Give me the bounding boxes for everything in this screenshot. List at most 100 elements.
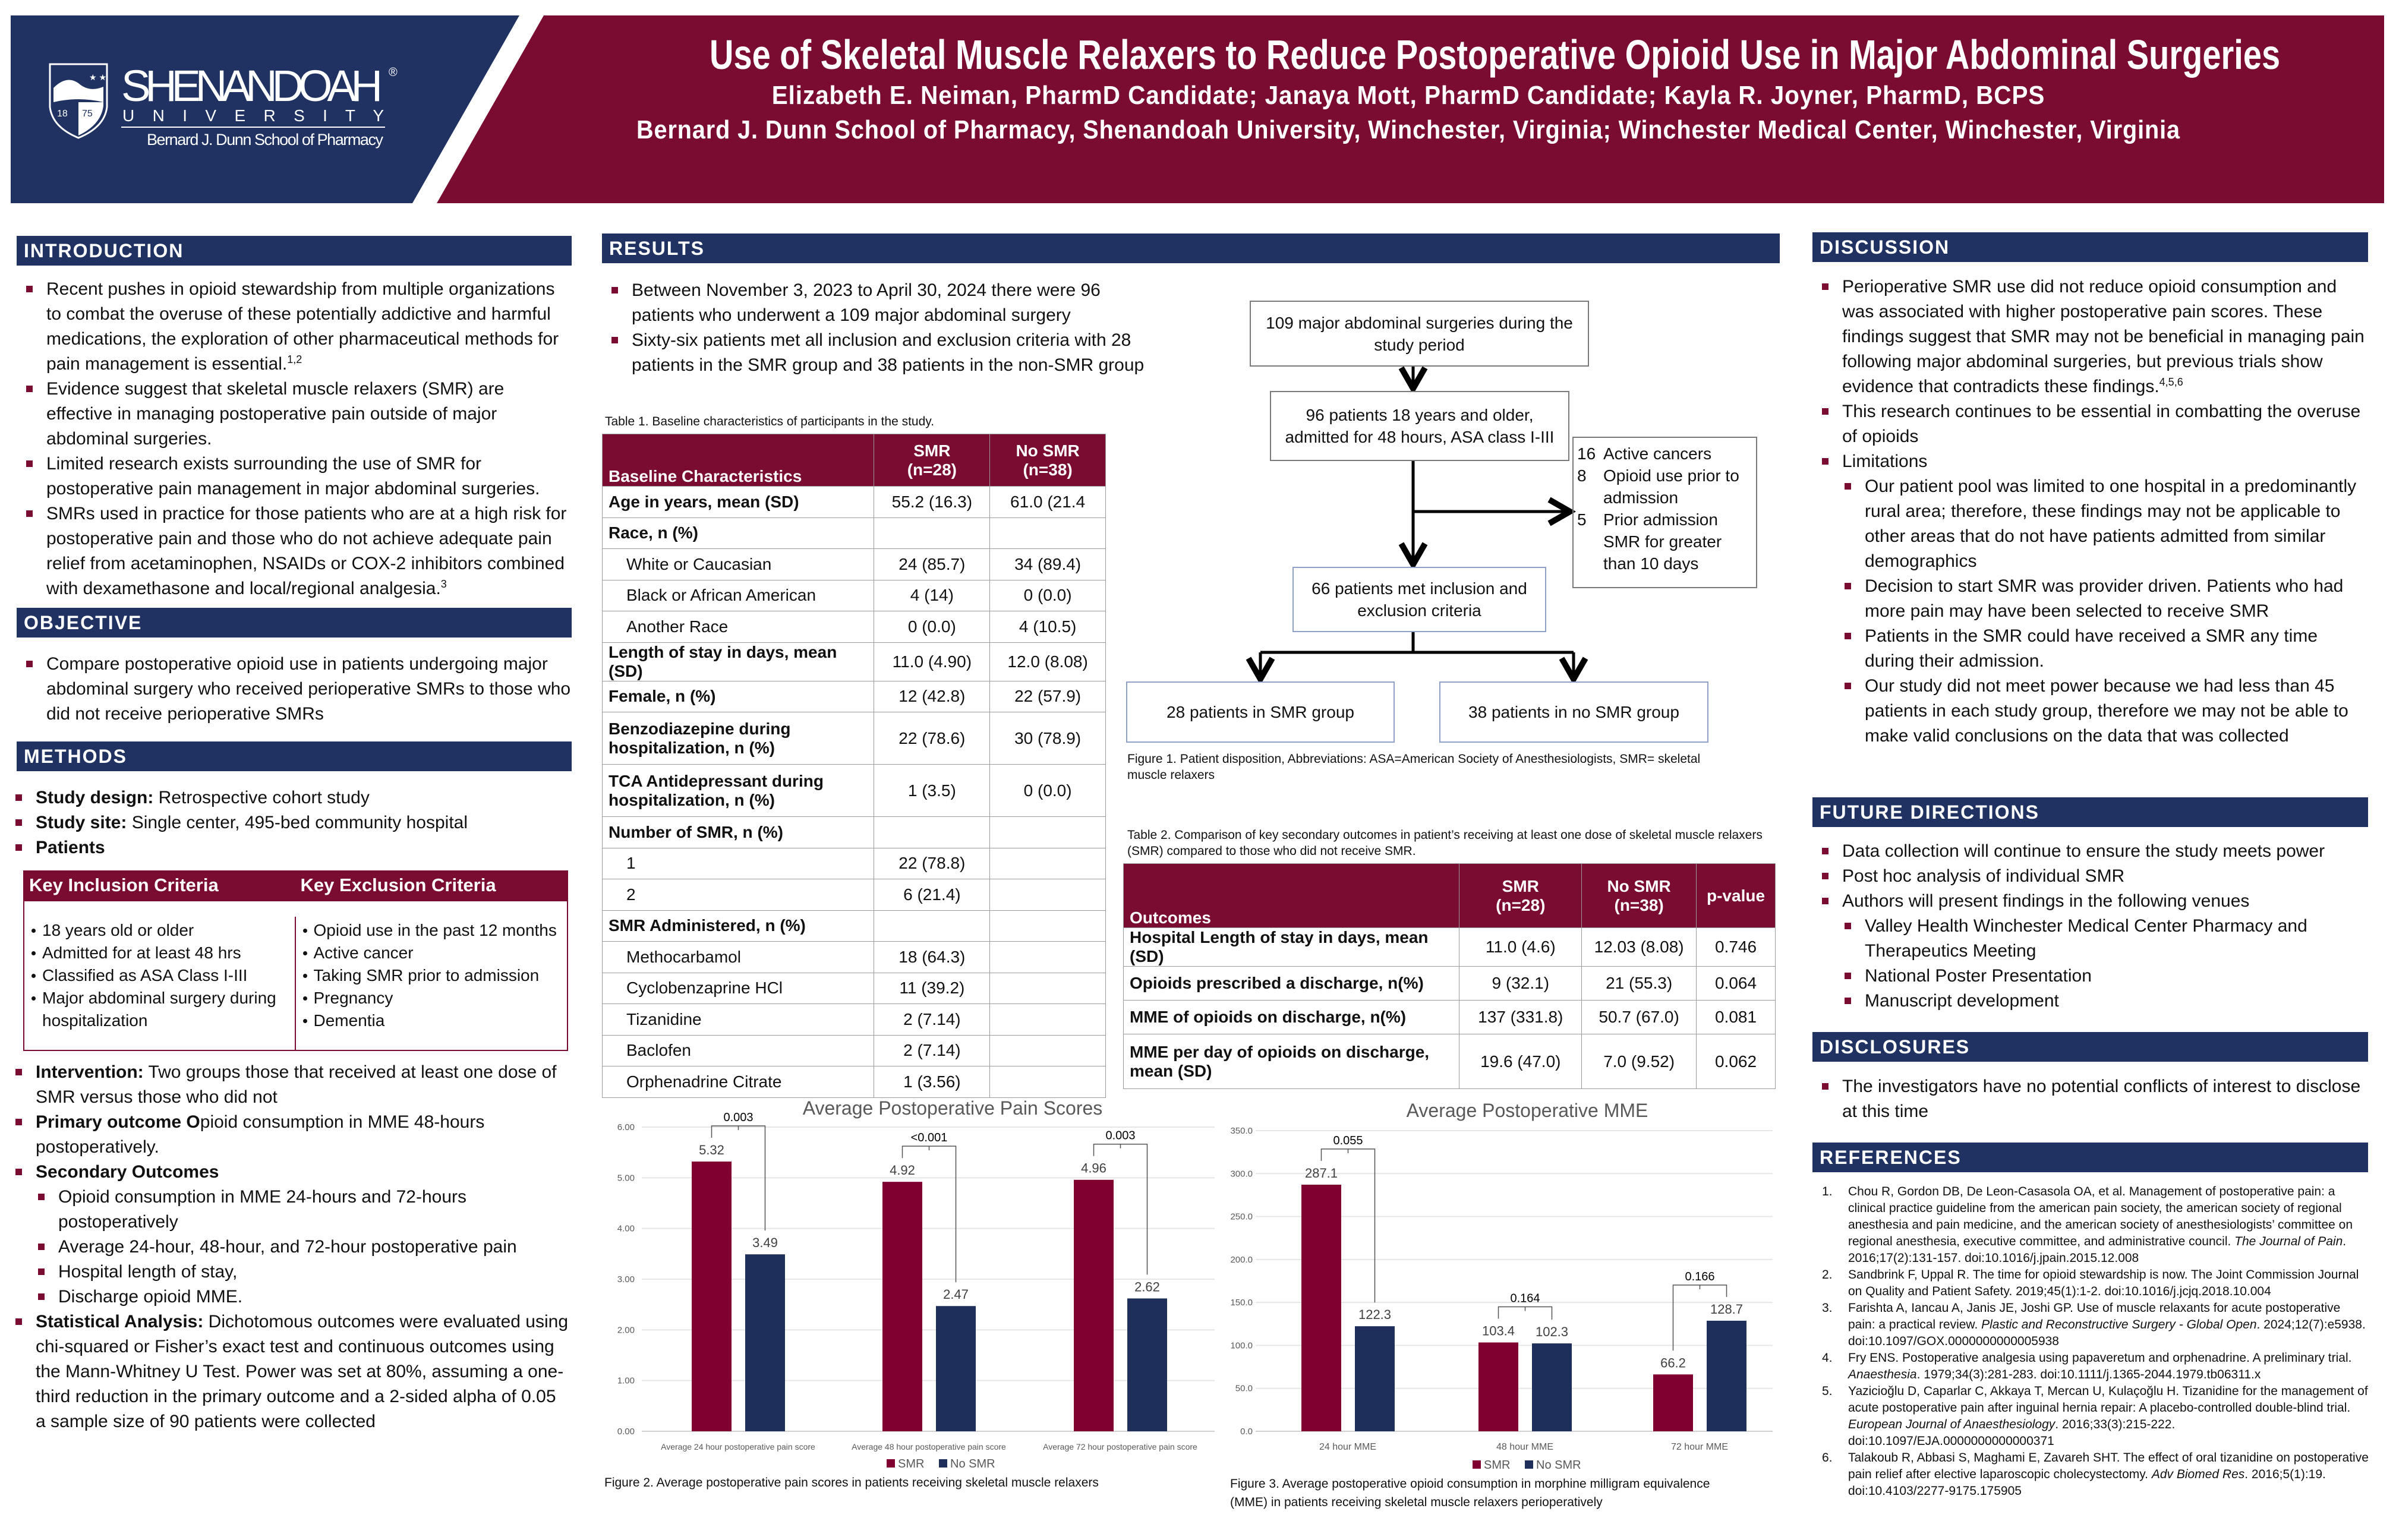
x-tick-label: Average 72 hour postoperative pain score — [1043, 1442, 1197, 1451]
bullet-square-icon — [1845, 998, 1851, 1004]
reference-item: 3. Farishta A, Iancau A, Janis JE, Joshi … — [1817, 1300, 2370, 1350]
criteria-table: Key Inclusion Criteria Key Exclusion Cri… — [23, 870, 568, 1051]
data-label: 102.3 — [1536, 1324, 1568, 1339]
bullet-text: Hospital length of stay, — [58, 1262, 238, 1282]
y-tick-label: 4.00 — [617, 1224, 635, 1234]
table-cell: 0 (0.0) — [989, 764, 1106, 817]
legend-label: SMR — [1484, 1459, 1510, 1472]
table-row: Cyclobenzaprine HCl 11 (39.2) — [601, 972, 1106, 1004]
bullet-square-icon — [15, 819, 22, 826]
table-cell: MME of opioids on discharge, n(%) — [1123, 1000, 1460, 1034]
table-row: MME of opioids on discharge, n(%) 137 (33… — [1123, 1000, 1776, 1034]
bullet-item: SMRs used in practice for those patients… — [17, 501, 572, 601]
citation-superscript: 1,2 — [287, 354, 302, 365]
y-tick-label: 50.0 — [1235, 1384, 1253, 1394]
bullet-item: Limited research exists surrounding the … — [17, 452, 572, 501]
reference-item: 5. Yazicioğlu D, Caparlar C, Akkaya T, Me… — [1817, 1383, 2370, 1450]
reference-citation: Sandbrink F, Uppal R. The time for opioi… — [1848, 1268, 2359, 1298]
reference-details: . 2016;33(3):215-222. doi:10.1097/EJA.00… — [1848, 1418, 2176, 1448]
shield-icon: ★ ★ 18 75 — [49, 63, 108, 139]
reference-details: . 2024;12(7):e5938. doi:10.1097/GOX.0000… — [1848, 1318, 2366, 1348]
y-tick-label: 350.0 — [1230, 1126, 1253, 1136]
bullet-square-icon — [611, 287, 618, 294]
table-cell — [989, 972, 1106, 1004]
table-cell — [989, 941, 1106, 973]
table-cell: Cyclobenzaprine HCl — [601, 972, 875, 1004]
reference-citation: Fry ENS. Postoperative analgesia using p… — [1848, 1351, 2352, 1365]
table-row: Tizanidine 2 (7.14) — [601, 1003, 1106, 1036]
column-header: No SMR (n=38) — [989, 434, 1106, 487]
citation-superscript: 3 — [440, 578, 447, 590]
table-cell: 12.0 (8.08) — [989, 642, 1106, 681]
bullet-text: Limitations — [1842, 452, 1928, 471]
table-cell: Length of stay in days, mean (SD) — [601, 642, 875, 681]
table-cell: 6 (21.4) — [874, 879, 991, 911]
table-cell — [874, 910, 991, 942]
bullet-square-icon — [15, 1119, 22, 1125]
y-tick-label: 0.0 — [1240, 1427, 1253, 1437]
p-value-label: 0.164 — [1510, 1292, 1540, 1305]
data-label: 287.1 — [1305, 1166, 1338, 1181]
bullet-item: Post hoc analysis of individual SMR — [1812, 864, 2365, 889]
bullet-square-icon — [15, 1169, 22, 1175]
table-cell — [989, 1003, 1106, 1036]
reference-number: 4. — [1822, 1351, 1833, 1365]
bullet-item: Hospital length of stay, — [6, 1260, 570, 1285]
reference-item: 4. Fry ENS. Postoperative analgesia using… — [1817, 1350, 2370, 1383]
table-cell: Baclofen — [601, 1034, 875, 1066]
reference-text: Yazicioğlu D, Caparlar C, Akkaya T, Merc… — [1848, 1383, 2370, 1450]
bullet-text: Single center, 495-bed community hospita… — [127, 813, 468, 832]
reference-item: 6. Talakoub R, Abbasi S, Maghami E, Zavar… — [1817, 1450, 2370, 1500]
table-cell: 9 (32.1) — [1459, 966, 1582, 1001]
figure-caption: Figure 3. Average postoperative opioid c… — [1230, 1477, 1710, 1491]
criteria-item: Opioid use in the past 12 months — [301, 919, 563, 942]
y-tick-label: 300.0 — [1230, 1169, 1253, 1179]
poster-authors: Elizabeth E. Neiman, PharmD Candidate; J… — [771, 81, 2045, 110]
reference-details: . 2016;5(1):19. doi:10.4103/2277-9175.17… — [1848, 1468, 2326, 1498]
bar-smr — [1301, 1184, 1341, 1431]
svg-text:75: 75 — [82, 109, 93, 119]
bullet-square-icon — [1845, 923, 1851, 929]
bullet-item: Study design: Retrospective cohort study — [6, 785, 570, 810]
bar-no-smr — [1707, 1320, 1746, 1431]
legend-label: SMR — [898, 1457, 924, 1470]
bullet-text: Limited research exists surrounding the … — [46, 454, 540, 498]
reference-citation: Farishta A, Iancau A, Janis JE, Joshi GP… — [1848, 1301, 2341, 1331]
table-cell: 2 (7.14) — [874, 1034, 991, 1066]
bullet-text: Our patient pool was limited to one hosp… — [1865, 476, 2357, 571]
inclusion-list: 18 years old or older Admitted for at lea… — [24, 917, 296, 1050]
reference-details: . 1979;34(3):281-283. doi:10.1111/j.1365… — [1916, 1368, 2261, 1381]
bullet-square-icon — [1845, 973, 1851, 979]
bullet-text: Opioid consumption in MME 24-hours and 7… — [58, 1187, 467, 1232]
table-row: TCA Antidepressant during hospitalizatio… — [601, 764, 1106, 817]
x-tick-label: 24 hour MME — [1319, 1442, 1376, 1452]
x-tick-label: 48 hour MME — [1496, 1442, 1553, 1452]
table-cell: 1 — [601, 847, 875, 879]
legend-swatch — [939, 1459, 947, 1468]
table-cell — [989, 816, 1106, 848]
figure-caption: (MME) in patients receiving skeletal mus… — [1230, 1495, 1603, 1509]
methods-bottom-bullets: Intervention: Two groups those that rece… — [6, 1060, 570, 1434]
column-header: Baseline Characteristics — [601, 434, 875, 487]
future-directions-bullets: Data collection will continue to ensure … — [1812, 839, 2365, 1014]
bullet-item: Perioperative SMR use did not reduce opi… — [1812, 274, 2365, 399]
figure1-caption: Figure 1. Patient disposition, Abbreviat… — [1127, 752, 1701, 782]
flow-box-exclusions: 16 Active cancers 8 Opioid use prior to ad… — [1572, 437, 1757, 588]
header-maroon-panel — [437, 15, 2384, 203]
table-cell: 0.062 — [1696, 1034, 1776, 1089]
exclusion-row: 5 Prior admission SMR for greater than 10… — [1577, 510, 1722, 573]
table-cell: Age in years, mean (SD) — [601, 486, 875, 518]
data-label: 128.7 — [1710, 1302, 1743, 1317]
reference-journal: Plastic and Reconstructive Surgery - Glo… — [1981, 1318, 2257, 1331]
table-cell: Black or African American — [601, 579, 875, 611]
table-cell — [989, 847, 1106, 879]
objective-bullets: Compare postoperative opioid use in pati… — [17, 652, 572, 727]
bullet-square-icon — [1822, 898, 1828, 904]
table-cell: 24 (85.7) — [874, 548, 991, 580]
table-cell — [989, 1034, 1106, 1066]
bullet-item: Compare postoperative opioid use in pati… — [17, 652, 572, 727]
x-tick-label: Average 24 hour postoperative pain score — [661, 1442, 815, 1451]
bullet-text: Sixty-six patients met all inclusion and… — [632, 330, 1145, 375]
table-row: Hospital Length of stay in days, mean (S… — [1123, 927, 1776, 967]
bullet-text: Average 24-hour, 48-hour, and 72-hour po… — [58, 1237, 517, 1257]
